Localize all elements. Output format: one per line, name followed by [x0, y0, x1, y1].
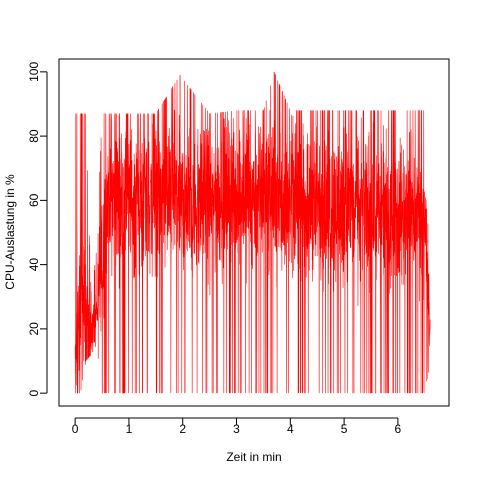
plot-frame	[58, 58, 450, 407]
x-tick-label: 0	[72, 422, 79, 436]
x-tick-label: 6	[395, 422, 402, 436]
x-axis: 0 1 2 3 4 5 6	[72, 417, 402, 436]
x-tick-label: 1	[126, 422, 133, 436]
y-axis-title: CPU-Auslastung in %	[3, 174, 17, 290]
y-tick-label: 40	[27, 258, 41, 272]
x-tick-label: 5	[341, 422, 348, 436]
cpu-series-line	[74, 73, 431, 394]
x-tick-label: 2	[179, 422, 186, 436]
y-tick-label: 80	[27, 129, 41, 143]
x-axis-title: Zeit in min	[226, 450, 281, 464]
y-tick-label: 60	[27, 193, 41, 207]
series-layer	[74, 71, 431, 394]
x-tick-label: 3	[233, 422, 240, 436]
x-tick-label: 4	[287, 422, 294, 436]
y-axis: 0 20 40 60 80 100	[27, 62, 48, 396]
y-tick-label: 20	[27, 322, 41, 336]
y-tick-label: 0	[27, 389, 41, 396]
y-tick-label: 100	[27, 62, 41, 82]
